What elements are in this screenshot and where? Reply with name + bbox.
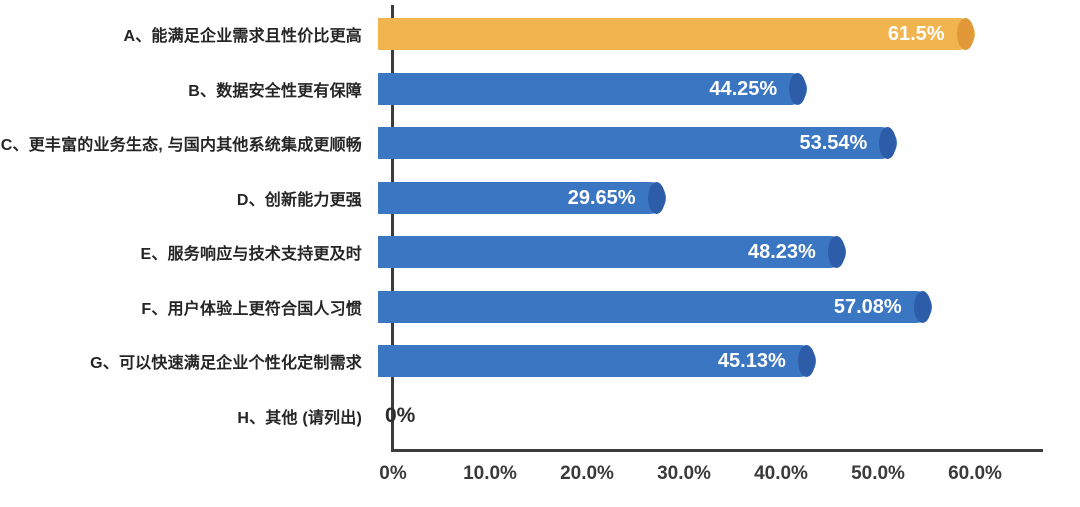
bar-area: 57.08% xyxy=(378,290,1080,323)
x-axis-tick-label: 50.0% xyxy=(851,463,905,484)
category-label: H、其他 (请列出) xyxy=(237,409,362,427)
chart-row: H、其他 (请列出) 0% xyxy=(0,389,1080,444)
bar: 45.13% xyxy=(378,345,816,378)
bar: 48.23% xyxy=(378,236,846,269)
chart-rows: A、能满足企业需求且性价比更高 61.5% B、数据安全性更有保障 44.25% C、更… xyxy=(0,7,1080,443)
bar-area: 0% xyxy=(378,400,1080,432)
category-label: F、用户体验上更符合国人习惯 xyxy=(141,300,362,318)
bar-end-cap xyxy=(956,18,974,51)
chart-row: A、能满足企业需求且性价比更高 61.5% xyxy=(0,7,1080,62)
category-label: G、可以快速满足企业个性化定制需求 xyxy=(90,355,362,373)
x-axis-tick-label: 30.0% xyxy=(657,463,711,484)
bar-area: 45.13% xyxy=(378,345,1080,378)
bar-end-cap xyxy=(797,345,815,378)
x-axis-tick-label: 0% xyxy=(379,463,407,484)
chart-row: B、数据安全性更有保障 44.25% xyxy=(0,62,1080,117)
bar-area: 44.25% xyxy=(378,72,1080,105)
category-label: E、服务响应与技术支持更及时 xyxy=(140,246,362,264)
bar: 53.54% xyxy=(378,127,898,160)
bar: 61.5% xyxy=(378,18,975,51)
bar-value-label: 44.25% xyxy=(709,77,778,100)
bar-value-label: 61.5% xyxy=(887,23,945,46)
bar-value-label: 45.13% xyxy=(717,350,786,373)
bar-area: 29.65% xyxy=(378,181,1080,214)
bar: 57.08% xyxy=(378,290,932,323)
x-axis: 0% 10.0% 20.0% 30.0% 40.0% 50.0% 60.0% xyxy=(0,463,1080,493)
chart-row: D、创新能力更强 29.65% xyxy=(0,171,1080,226)
bar-value-label: 48.23% xyxy=(747,241,816,264)
bar-area: 48.23% xyxy=(378,236,1080,269)
chart-row: C、更丰富的业务生态, 与国内其他系统集成更顺畅 53.54% xyxy=(0,116,1080,171)
bar-area: 61.5% xyxy=(378,18,1080,51)
bar-value-label: 57.08% xyxy=(833,295,902,318)
x-axis-tick-label: 60.0% xyxy=(948,463,1002,484)
x-axis-tick-label: 10.0% xyxy=(463,463,517,484)
bar-value-label: 29.65% xyxy=(567,186,636,209)
bar-area: 53.54% xyxy=(378,127,1080,160)
plot-frame xyxy=(391,5,1043,452)
bar-end-cap xyxy=(789,72,807,105)
category-label: A、能满足企业需求且性价比更高 xyxy=(123,28,362,46)
bar: 29.65% xyxy=(378,181,666,214)
bar: 44.25% xyxy=(378,72,808,105)
chart-row: E、服务响应与技术支持更及时 48.23% xyxy=(0,225,1080,280)
bar-end-cap xyxy=(913,290,931,323)
bar-end-cap xyxy=(879,127,897,160)
zero-value-label: 0% xyxy=(385,403,416,427)
category-label: D、创新能力更强 xyxy=(236,191,362,209)
x-axis-tick-label: 20.0% xyxy=(560,463,614,484)
bar-end-cap xyxy=(647,181,665,214)
chart-row: F、用户体验上更符合国人习惯 57.08% xyxy=(0,280,1080,335)
category-label: B、数据安全性更有保障 xyxy=(188,82,362,100)
x-axis-tick-label: 40.0% xyxy=(754,463,808,484)
category-label: C、更丰富的业务生态, 与国内其他系统集成更顺畅 xyxy=(0,137,362,155)
bar-value-label: 53.54% xyxy=(799,132,868,155)
bar-end-cap xyxy=(827,236,845,269)
chart-row: G、可以快速满足企业个性化定制需求 45.13% xyxy=(0,334,1080,389)
